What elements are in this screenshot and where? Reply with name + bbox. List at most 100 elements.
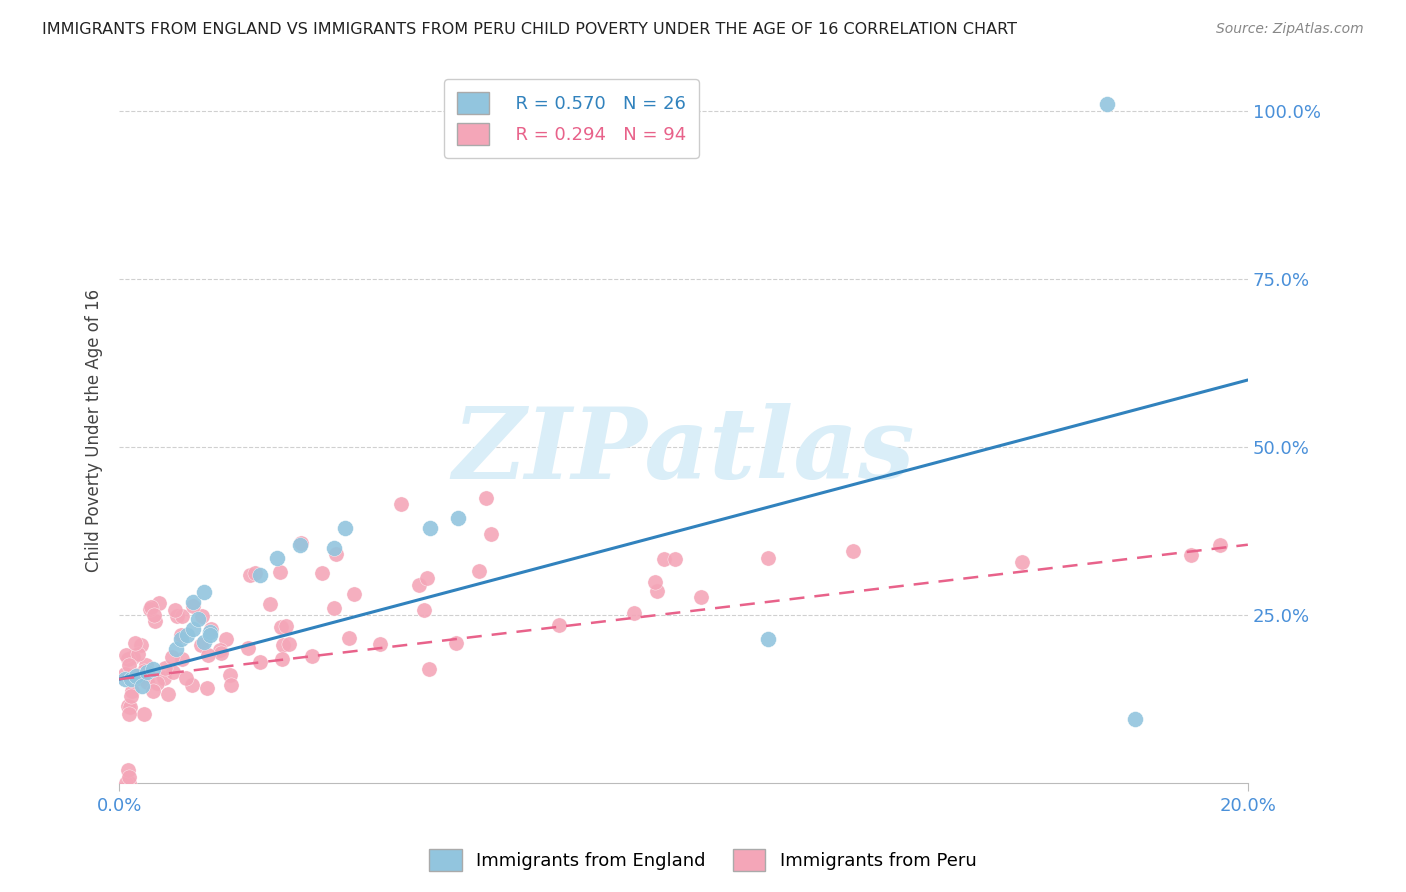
- Point: [288, 538, 311, 552]
- Point: [122, 650, 145, 665]
- Point: [198, 625, 221, 640]
- Point: [333, 521, 356, 535]
- Point: [143, 607, 166, 622]
- Point: [121, 689, 143, 703]
- Point: [117, 699, 139, 714]
- Point: [311, 566, 333, 581]
- Point: [756, 551, 779, 566]
- Point: [117, 651, 139, 665]
- Point: [756, 632, 779, 646]
- Point: [131, 638, 153, 652]
- Point: [1180, 548, 1202, 562]
- Point: [467, 564, 489, 578]
- Point: [273, 638, 295, 652]
- Point: [193, 584, 215, 599]
- Point: [239, 568, 262, 582]
- Point: [118, 700, 141, 714]
- Point: [193, 635, 215, 649]
- Point: [118, 706, 141, 721]
- Point: [134, 664, 156, 678]
- Point: [243, 566, 266, 580]
- Point: [181, 595, 204, 609]
- Point: [447, 510, 470, 524]
- Point: [114, 776, 136, 790]
- Point: [146, 675, 169, 690]
- Point: [323, 601, 346, 615]
- Text: Source: ZipAtlas.com: Source: ZipAtlas.com: [1216, 22, 1364, 37]
- Point: [322, 541, 344, 555]
- Point: [413, 603, 436, 617]
- Point: [135, 657, 157, 672]
- Point: [198, 628, 221, 642]
- Point: [141, 599, 163, 614]
- Point: [343, 587, 366, 601]
- Point: [479, 527, 502, 541]
- Point: [180, 678, 202, 692]
- Point: [142, 662, 165, 676]
- Point: [195, 681, 218, 696]
- Point: [131, 679, 153, 693]
- Point: [337, 632, 360, 646]
- Point: [118, 657, 141, 672]
- Point: [120, 672, 142, 686]
- Legend: Immigrants from England, Immigrants from Peru: Immigrants from England, Immigrants from…: [422, 842, 984, 879]
- Point: [170, 627, 193, 641]
- Point: [1095, 97, 1118, 112]
- Point: [165, 603, 187, 617]
- Point: [176, 628, 198, 642]
- Point: [162, 665, 184, 679]
- Point: [127, 671, 149, 685]
- Point: [170, 651, 193, 665]
- Point: [142, 683, 165, 698]
- Point: [125, 668, 148, 682]
- Point: [215, 632, 238, 646]
- Text: ZIPatlas: ZIPatlas: [453, 403, 915, 500]
- Point: [208, 643, 231, 657]
- Point: [652, 552, 675, 566]
- Point: [664, 551, 686, 566]
- Point: [200, 622, 222, 636]
- Point: [135, 674, 157, 689]
- Point: [125, 669, 148, 683]
- Point: [114, 672, 136, 686]
- Point: [408, 578, 430, 592]
- Point: [118, 776, 141, 790]
- Point: [219, 667, 242, 681]
- Point: [127, 647, 149, 661]
- Point: [117, 770, 139, 784]
- Point: [269, 565, 291, 579]
- Point: [209, 646, 232, 660]
- Point: [290, 536, 312, 550]
- Point: [271, 652, 294, 666]
- Point: [115, 648, 138, 662]
- Point: [249, 568, 271, 582]
- Point: [221, 678, 243, 692]
- Point: [270, 620, 292, 634]
- Point: [174, 671, 197, 685]
- Text: IMMIGRANTS FROM ENGLAND VS IMMIGRANTS FROM PERU CHILD POVERTY UNDER THE AGE OF 1: IMMIGRANTS FROM ENGLAND VS IMMIGRANTS FR…: [42, 22, 1017, 37]
- Point: [623, 606, 645, 620]
- Point: [153, 671, 176, 685]
- Point: [370, 637, 392, 651]
- Y-axis label: Child Poverty Under the Age of 16: Child Poverty Under the Age of 16: [86, 289, 103, 572]
- Point: [1123, 713, 1146, 727]
- Point: [418, 662, 440, 676]
- Point: [157, 687, 180, 701]
- Point: [1011, 554, 1033, 568]
- Point: [842, 544, 865, 558]
- Point: [170, 632, 193, 646]
- Point: [181, 622, 204, 636]
- Point: [444, 636, 467, 650]
- Point: [143, 615, 166, 629]
- Point: [645, 583, 668, 598]
- Point: [166, 608, 188, 623]
- Point: [475, 491, 498, 505]
- Point: [197, 648, 219, 662]
- Point: [153, 661, 176, 675]
- Point: [190, 638, 212, 652]
- Point: [170, 609, 193, 624]
- Point: [415, 571, 437, 585]
- Point: [266, 551, 288, 566]
- Legend:   R = 0.570   N = 26,   R = 0.294   N = 94: R = 0.570 N = 26, R = 0.294 N = 94: [444, 79, 699, 158]
- Point: [136, 665, 159, 680]
